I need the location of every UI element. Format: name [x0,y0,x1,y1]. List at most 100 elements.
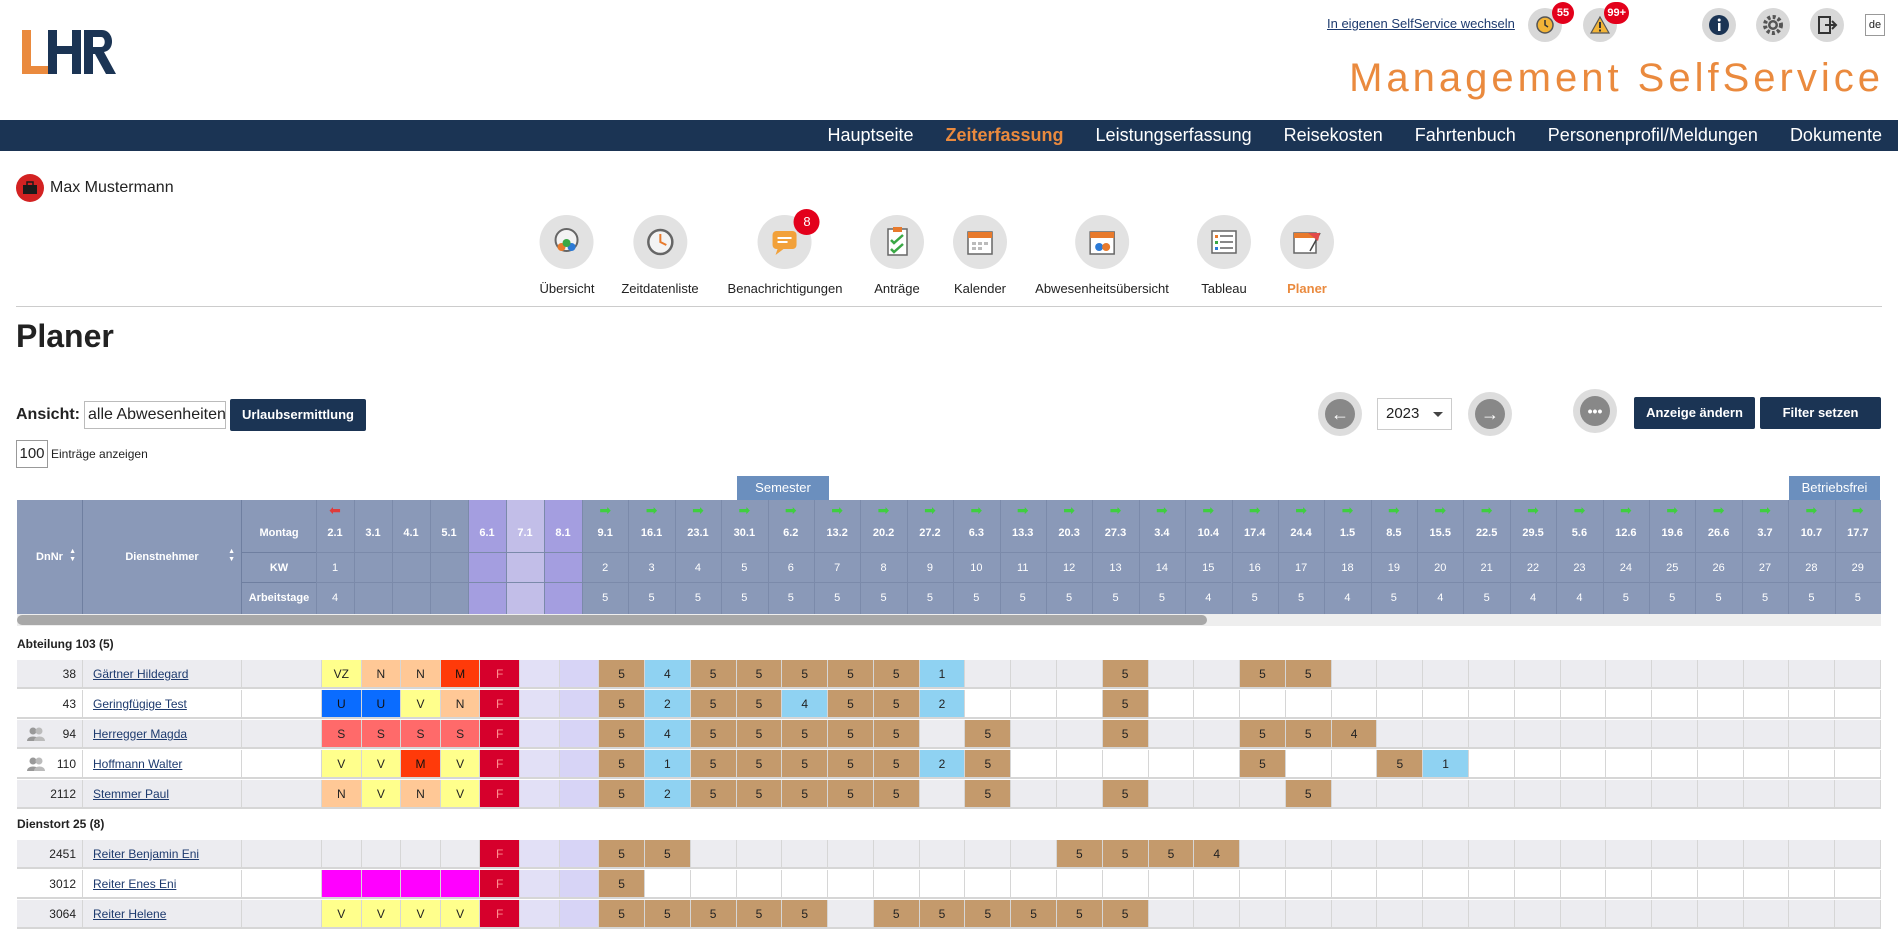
week-cell[interactable]: 5 [873,660,920,688]
week-cell[interactable]: 5 [1240,750,1286,778]
day-cell[interactable]: N [361,660,402,688]
week-cell[interactable]: 5 [1377,750,1424,778]
week-cell[interactable] [644,870,691,898]
week-cell[interactable]: 5 [599,690,645,718]
day-cell[interactable]: VZ [322,660,362,688]
week-cell[interactable] [1835,780,1881,808]
sort-icon[interactable]: ▲ ▼ [228,548,235,563]
week-cell[interactable]: 5 [1102,690,1149,718]
week-cell[interactable] [1789,750,1836,778]
horizontal-scrollbar[interactable] [17,614,1881,626]
week-cell[interactable] [1514,690,1561,718]
week-cell[interactable] [1743,840,1790,868]
arrow-forward-icon[interactable]: ➡ [877,502,890,518]
week-cell[interactable] [1331,870,1378,898]
entries-input[interactable]: 100 [16,440,48,468]
day-cell[interactable] [440,870,481,898]
day-cell[interactable]: N [401,780,441,808]
week-cell[interactable] [1468,900,1515,928]
week-cell[interactable]: 5 [599,750,645,778]
week-cell[interactable] [1194,750,1241,778]
week-cell[interactable]: 5 [828,750,874,778]
week-cell[interactable] [1652,660,1698,688]
warning-icon[interactable]: 99+ [1583,2,1629,42]
week-cell[interactable]: 5 [690,750,737,778]
day-cell[interactable]: U [361,690,402,718]
day-cell[interactable]: F [480,900,520,928]
week-cell[interactable] [1743,750,1790,778]
week-cell[interactable]: 5 [828,690,874,718]
week-cell[interactable] [1423,660,1469,688]
week-cell[interactable]: 5 [690,720,737,748]
week-cell[interactable] [1743,900,1790,928]
week-cell[interactable] [1560,870,1607,898]
day-cell[interactable]: V [361,750,402,778]
week-cell[interactable] [1468,690,1515,718]
week-cell[interactable]: 5 [736,660,783,688]
week-cell[interactable]: 5 [599,660,645,688]
week-cell[interactable] [919,780,966,808]
subnav-tableau[interactable]: Tableau [1197,215,1251,296]
day-cell[interactable]: V [361,900,402,928]
nav-hauptseite[interactable]: Hauptseite [827,125,914,145]
week-cell[interactable]: 4 [1331,720,1378,748]
day-cell[interactable]: F [480,720,520,748]
week-cell[interactable]: 1 [1423,750,1469,778]
week-cell[interactable]: 4 [782,690,829,718]
day-cell[interactable]: M [440,660,481,688]
week-cell[interactable] [1423,780,1469,808]
week-cell[interactable] [1377,720,1424,748]
week-cell[interactable]: 5 [736,900,783,928]
week-cell[interactable]: 5 [690,900,737,928]
week-cell[interactable]: 5 [965,750,1012,778]
week-cell[interactable] [1514,660,1561,688]
week-cell[interactable] [1789,840,1836,868]
week-cell[interactable] [1240,690,1286,718]
day-cell[interactable]: F [480,690,520,718]
day-cell[interactable]: F [480,750,520,778]
week-cell[interactable] [1743,690,1790,718]
week-cell[interactable]: 5 [599,720,645,748]
day-cell[interactable]: S [440,720,481,748]
employee-name-link[interactable]: Geringfügige Test [93,697,187,711]
filter-setzen-button[interactable]: Filter setzen [1760,397,1881,429]
week-cell[interactable]: 5 [873,780,920,808]
week-cell[interactable] [1652,690,1698,718]
table-row[interactable]: 2112 Stemmer Paul N V N V F 5 2 5 5 5 5 5 5 5 5 [17,780,1881,810]
week-cell[interactable]: 5 [690,690,737,718]
week-cell[interactable] [1606,750,1653,778]
employee-name-link[interactable]: Gärtner Hildegard [93,667,189,681]
day-cell[interactable]: U [322,690,362,718]
day-cell[interactable]: V [440,750,481,778]
week-cell[interactable] [1514,720,1561,748]
week-cell[interactable] [1423,840,1469,868]
week-cell[interactable] [1835,900,1881,928]
day-cell[interactable] [361,870,402,898]
week-cell[interactable]: 5 [782,660,829,688]
arrow-forward-icon[interactable]: ➡ [1851,502,1864,518]
week-cell[interactable] [1560,780,1607,808]
next-year-button[interactable]: → [1468,392,1512,436]
week-cell[interactable] [1468,840,1515,868]
subnav-benachrichtigungen[interactable]: 8 Benachrichtigungen [728,209,842,296]
arrow-forward-icon[interactable]: ➡ [1202,502,1215,518]
day-cell[interactable]: N [322,780,362,808]
week-cell[interactable] [1789,900,1836,928]
day-cell[interactable]: N [401,660,441,688]
week-cell[interactable] [1148,780,1195,808]
week-cell[interactable] [1056,660,1103,688]
week-cell[interactable] [1240,780,1286,808]
week-cell[interactable] [1652,900,1698,928]
week-cell[interactable] [1652,870,1698,898]
week-cell[interactable] [1606,720,1653,748]
anzeige-aendern-button[interactable]: Anzeige ändern [1634,397,1755,429]
sort-icon[interactable]: ▲ ▼ [69,548,76,563]
day-cell[interactable]: V [322,900,362,928]
week-cell[interactable] [1835,660,1881,688]
week-cell[interactable] [1560,690,1607,718]
week-cell[interactable] [1835,720,1881,748]
day-cell[interactable]: V [440,780,481,808]
week-cell[interactable] [1835,690,1881,718]
week-cell[interactable] [1606,840,1653,868]
arrow-forward-icon[interactable]: ➡ [1666,502,1679,518]
